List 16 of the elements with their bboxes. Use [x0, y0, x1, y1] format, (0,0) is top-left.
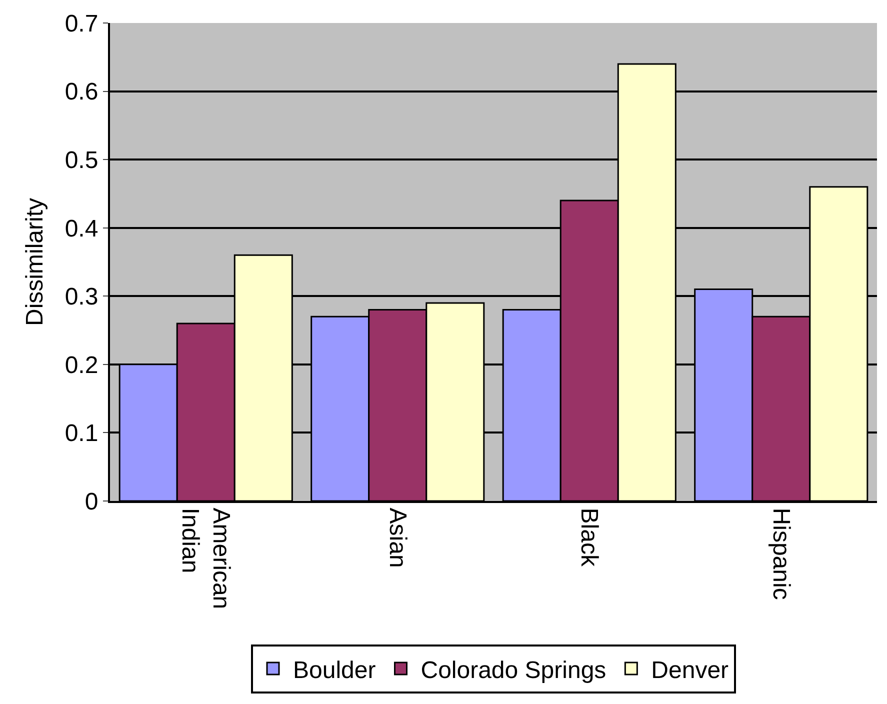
x-tick-label: Hispanic	[767, 508, 794, 600]
y-tick-label: 0.5	[64, 146, 98, 174]
x-tick-label: American Indian	[176, 508, 235, 610]
y-tick-label: 0.1	[64, 420, 98, 448]
legend-label: Denver	[651, 656, 729, 684]
y-tick-label: 0.2	[64, 352, 98, 379]
y-tick-label: 0	[84, 488, 98, 516]
y-tick-label: 0.3	[64, 284, 98, 311]
legend-label: Boulder	[293, 656, 376, 684]
y-axis-title: Dissimilarity	[21, 198, 48, 326]
legend-label: Colorado Springs	[420, 656, 606, 684]
y-tick-label: 0.4	[64, 215, 98, 242]
x-tick-label: Asian	[384, 508, 411, 568]
x-tick-label: Black	[576, 508, 603, 568]
y-tick-label: 0.6	[64, 78, 98, 106]
y-tick-label: 0.7	[64, 10, 98, 38]
